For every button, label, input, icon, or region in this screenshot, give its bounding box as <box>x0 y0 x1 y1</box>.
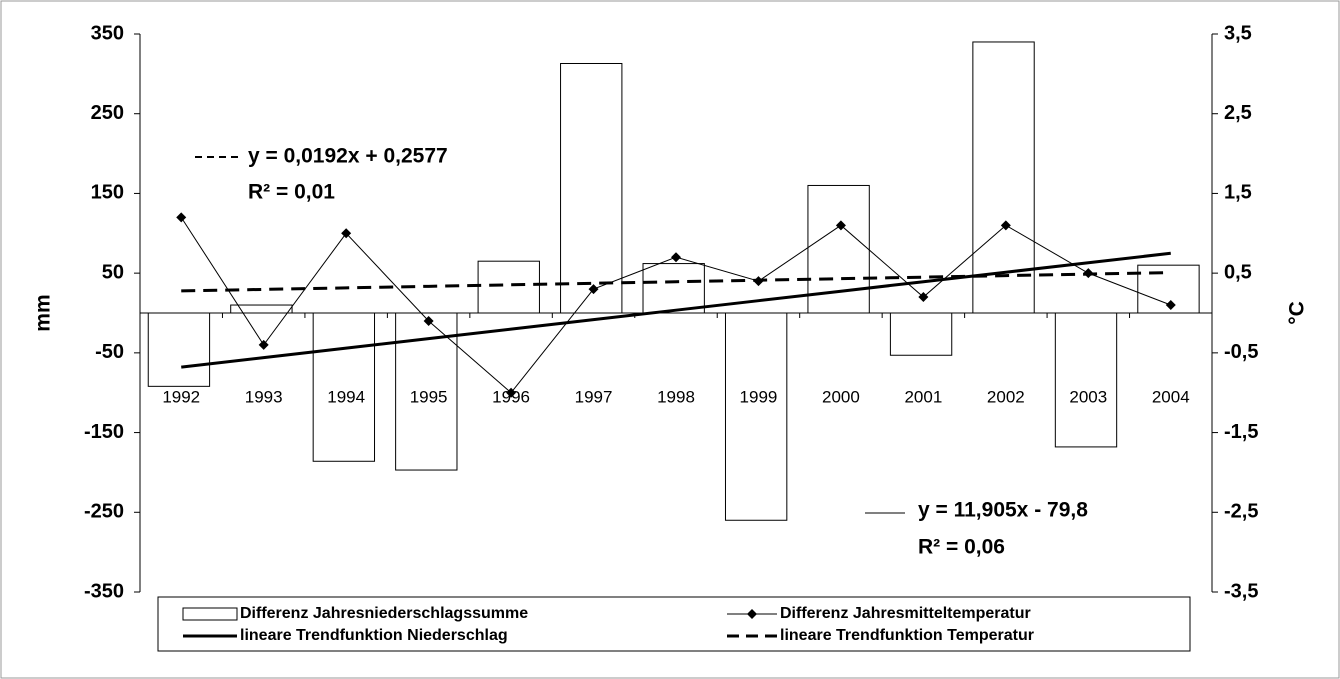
legend-label: Differenz Jahresniederschlagssumme <box>240 605 528 622</box>
annotation: R² = 0,06 <box>918 536 1005 559</box>
y-tick-label: -50 <box>95 341 124 363</box>
y2-tick-label: -1,5 <box>1224 421 1258 443</box>
bar <box>1054 312 1118 448</box>
y-tick-label: 150 <box>91 182 124 204</box>
legend-label: Differenz Jahresmitteltemperatur <box>780 605 1031 622</box>
y2-tick-label: -0,5 <box>1224 341 1258 363</box>
y-tick-label: -250 <box>84 501 124 523</box>
marker <box>423 315 434 326</box>
marker <box>506 387 517 398</box>
x-tick-label: 2002 <box>987 387 1025 406</box>
x-tick-label: 1997 <box>575 387 613 406</box>
annotation: y = 0,0192x + 0,2577 <box>248 145 448 168</box>
x-tick-label: 1995 <box>410 387 448 406</box>
y2-tick-label: 2,5 <box>1224 102 1252 124</box>
marker <box>341 228 352 239</box>
legend-label: lineare Trendfunktion Niederschlag <box>240 627 508 644</box>
legend <box>157 596 1191 652</box>
bar <box>147 312 211 387</box>
y2-axis-label: °C <box>1286 301 1309 325</box>
marker <box>918 292 929 303</box>
x-tick-label: 1994 <box>327 387 365 406</box>
x-tick-label: 2000 <box>822 387 860 406</box>
marker <box>671 252 681 263</box>
legend-label: lineare Trendfunktion Temperatur <box>780 627 1034 644</box>
marker <box>588 284 599 295</box>
x-tick-label: 1998 <box>657 387 695 406</box>
bar <box>972 41 1035 314</box>
y2-tick-label: 3,5 <box>1224 22 1252 44</box>
y-tick-label: 50 <box>102 261 124 283</box>
line <box>181 271 1171 293</box>
y2-tick-label: 0,5 <box>1224 261 1252 283</box>
y-axis-label: mm <box>32 294 55 331</box>
y-tick-label: 350 <box>91 22 124 44</box>
x-tick-label: 2003 <box>1069 387 1107 406</box>
bar <box>724 312 788 521</box>
marker <box>258 339 269 350</box>
marker <box>1000 220 1011 231</box>
marker <box>1165 300 1176 311</box>
x-tick-label: 1993 <box>245 387 283 406</box>
legend-swatch <box>182 607 238 621</box>
x-tick-label: 1992 <box>162 387 200 406</box>
bar <box>642 263 705 314</box>
bar <box>560 62 623 314</box>
y2-tick-label: 1,5 <box>1224 182 1252 204</box>
marker <box>176 212 187 223</box>
bar <box>889 312 953 356</box>
y-tick-label: 250 <box>91 102 124 124</box>
legend-swatch <box>747 609 757 619</box>
bar <box>477 260 540 314</box>
annotation: R² = 0,01 <box>248 181 335 204</box>
x-tick-label: 2001 <box>904 387 942 406</box>
annotation: y = 11,905x - 79,8 <box>918 499 1088 522</box>
marker <box>835 220 846 231</box>
line <box>181 251 1171 369</box>
y2-tick-label: -3,5 <box>1224 580 1258 602</box>
y-tick-label: -150 <box>84 421 124 443</box>
x-tick-label: 1999 <box>740 387 778 406</box>
y-tick-label: -350 <box>84 580 124 602</box>
x-tick-label: 2004 <box>1152 387 1190 406</box>
y2-tick-label: -2,5 <box>1224 501 1258 523</box>
